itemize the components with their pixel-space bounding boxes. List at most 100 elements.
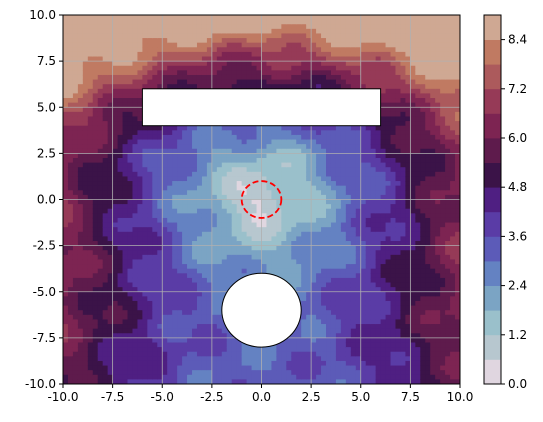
contour-cell: [196, 337, 203, 344]
contour-cell: [221, 231, 228, 237]
contour-cell: [201, 287, 208, 293]
contour-cell: [365, 337, 372, 344]
contour-cell: [286, 374, 292, 380]
contour-cell: [340, 319, 347, 325]
contour-cell: [63, 144, 69, 150]
contour-cell: [321, 277, 327, 284]
contour-cell: [187, 153, 193, 159]
contour-cell: [350, 204, 357, 210]
contour-cell: [311, 51, 317, 58]
contour-cell: [266, 153, 273, 159]
contour-cell: [355, 199, 362, 205]
contour-cell: [301, 277, 307, 284]
contour-cell: [63, 347, 69, 353]
contour-cell: [196, 24, 203, 30]
contour-cell: [306, 204, 312, 210]
contour-cell: [271, 185, 277, 191]
contour-cell: [365, 319, 372, 325]
contour-cell: [77, 171, 84, 178]
contour-cell: [335, 314, 342, 321]
contour-cell: [261, 213, 268, 219]
contour-cell: [201, 356, 208, 362]
contour-cell: [266, 24, 273, 30]
contour-cell: [326, 185, 332, 191]
contour-cell: [306, 314, 312, 321]
contour-cell: [112, 314, 119, 321]
contour-cell: [102, 38, 109, 44]
contour-cell: [63, 204, 69, 210]
contour-cell: [326, 314, 332, 321]
contour-cell: [296, 324, 302, 330]
contour-cell: [211, 319, 218, 325]
contour-cell: [187, 241, 193, 247]
contour-cell: [350, 356, 357, 362]
contour-cell: [172, 227, 178, 233]
contour-cell: [192, 153, 198, 159]
contour-cell: [112, 287, 119, 293]
contour-cell: [172, 314, 178, 321]
contour-cell: [63, 28, 69, 35]
contour-cell: [97, 134, 104, 141]
contour-cell: [206, 56, 213, 62]
contour-cell: [187, 65, 193, 71]
contour-cell: [306, 254, 312, 261]
contour-cell: [196, 250, 203, 256]
contour-cell: [137, 351, 143, 357]
contour-cell: [82, 157, 89, 164]
contour-cell: [117, 15, 124, 21]
contour-cell: [206, 347, 213, 353]
contour-cell: [291, 360, 297, 367]
contour-cell: [335, 157, 342, 164]
contour-cell: [167, 296, 173, 302]
contour-cell: [345, 162, 352, 168]
contour-cell: [182, 47, 188, 53]
contour-cell: [321, 162, 327, 168]
contour-cell: [142, 287, 148, 293]
contour-cell: [360, 74, 367, 81]
contour-cell: [201, 134, 208, 141]
contour-cell: [102, 296, 109, 302]
contour-cell: [321, 365, 327, 371]
contour-cell: [330, 167, 337, 173]
contour-cell: [276, 199, 282, 205]
contour-cell: [276, 28, 282, 35]
contour-cell: [345, 51, 352, 58]
contour-cell: [122, 153, 129, 159]
contour-cell: [345, 296, 352, 302]
contour-cell: [365, 47, 372, 53]
contour-cell: [82, 15, 89, 21]
contour-cell: [112, 176, 119, 182]
contour-cell: [311, 134, 317, 141]
contour-cell: [177, 24, 183, 30]
contour-cell: [216, 324, 223, 330]
contour-cell: [142, 300, 148, 307]
contour-cell: [167, 181, 173, 187]
contour-cell: [360, 157, 367, 164]
contour-cell: [246, 70, 253, 76]
contour-cell: [157, 24, 163, 30]
contour-cell: [87, 157, 94, 164]
contour-cell: [211, 153, 218, 159]
contour-cell: [147, 84, 153, 90]
contour-cell: [112, 121, 119, 127]
contour-cell: [177, 153, 183, 159]
contour-cell: [157, 148, 163, 154]
contour-cell: [256, 250, 263, 256]
contour-cell: [216, 365, 223, 371]
contour-cell: [226, 254, 233, 261]
contour-cell: [112, 379, 119, 384]
contour-cell: [167, 139, 173, 145]
contour-cell: [345, 282, 352, 288]
contour-cell: [306, 370, 312, 376]
contour-cell: [211, 328, 218, 334]
contour-cell: [211, 379, 218, 384]
contour-cell: [330, 254, 337, 261]
contour-cell: [82, 231, 89, 237]
contour-cell: [177, 70, 183, 76]
contour-cell: [107, 111, 114, 118]
contour-cell: [127, 65, 134, 71]
contour-cell: [196, 333, 203, 339]
contour-cell: [355, 38, 362, 44]
contour-cell: [201, 374, 208, 380]
contour-cell: [77, 360, 84, 367]
